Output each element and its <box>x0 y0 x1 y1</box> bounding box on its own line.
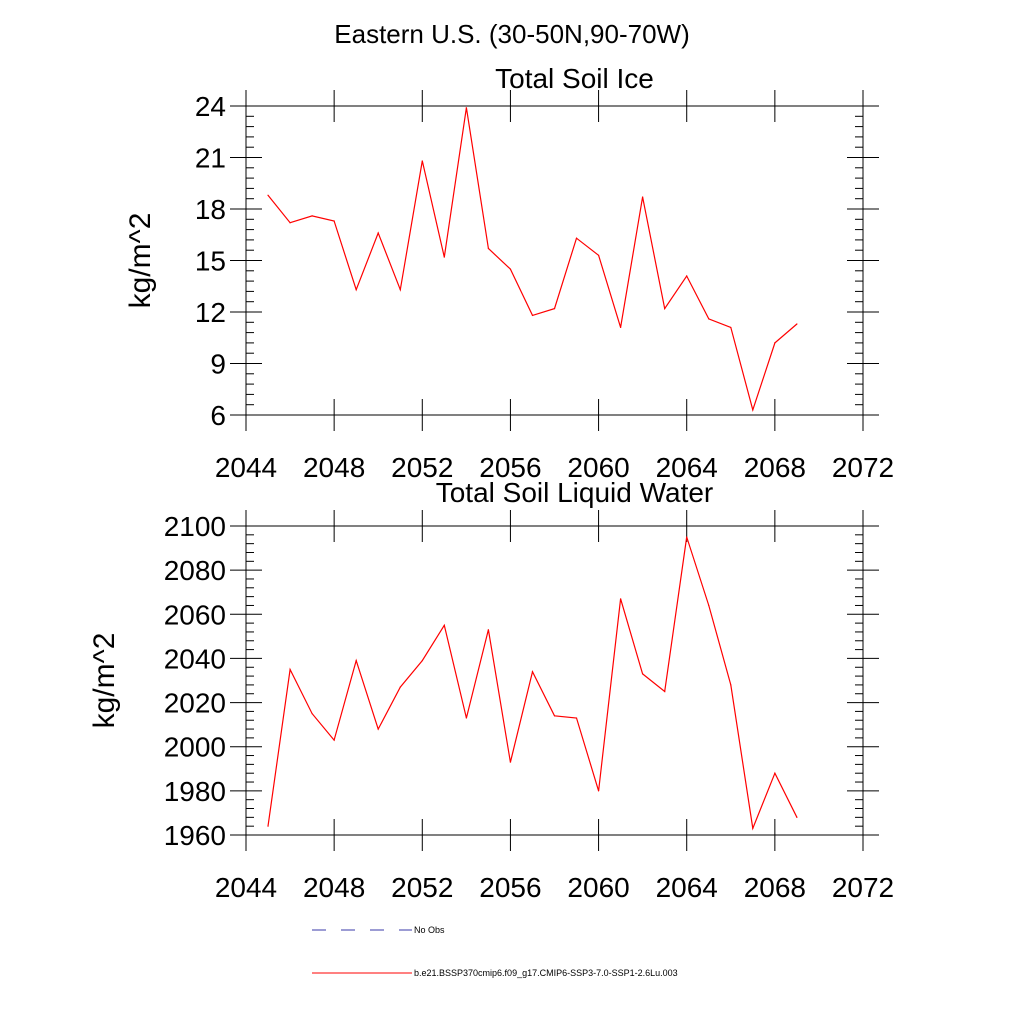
data-point <box>620 598 622 600</box>
x-tick-label: 2060 <box>567 872 629 903</box>
x-tick-label: 2064 <box>656 452 718 483</box>
data-point <box>443 624 445 626</box>
data-point <box>377 728 379 730</box>
legend: No Obs b.e21.BSSP370cmip6.f09_g17.CMIP6-… <box>312 925 678 978</box>
y-axis-label: kg/m^2 <box>88 633 121 729</box>
x-tick-label: 2060 <box>567 452 629 483</box>
data-point <box>642 196 644 198</box>
legend-no-obs-label: No Obs <box>414 925 445 935</box>
data-point <box>752 409 754 411</box>
data-point <box>421 160 423 162</box>
data-point <box>774 772 776 774</box>
x-tick-label: 2072 <box>832 872 894 903</box>
data-point <box>774 342 776 344</box>
data-point <box>531 314 534 317</box>
data-point <box>597 790 600 792</box>
data-point <box>620 326 622 329</box>
plot-frame <box>245 525 864 836</box>
data-point <box>465 107 467 109</box>
y-tick-label: 12 <box>195 297 226 328</box>
data-point <box>531 671 534 673</box>
data-point <box>642 673 644 675</box>
data-point <box>509 761 512 763</box>
data-point <box>487 629 489 631</box>
x-tick-label: 2048 <box>303 872 365 903</box>
x-tick-label: 2064 <box>656 872 718 903</box>
x-tick-label: 2072 <box>832 452 894 483</box>
data-point <box>664 690 666 693</box>
data-point <box>333 739 335 741</box>
x-tick-label: 2068 <box>744 452 806 483</box>
chart-title: Total Soil Ice <box>495 63 654 94</box>
data-point <box>509 268 512 270</box>
y-tick-label: 2000 <box>164 732 226 763</box>
x-tick-label: 2052 <box>391 452 453 483</box>
x-tick-label: 2068 <box>744 872 806 903</box>
y-axis-label: kg/m^2 <box>124 213 157 309</box>
data-point <box>796 323 798 325</box>
data-point <box>730 684 732 686</box>
data-point <box>575 717 578 719</box>
data-point <box>267 825 269 827</box>
y-tick-label: 21 <box>195 143 226 174</box>
y-tick-label: 2100 <box>164 511 226 542</box>
y-tick-label: 6 <box>210 400 226 431</box>
chart-title: Total Soil Liquid Water <box>436 477 714 508</box>
data-point <box>597 254 600 256</box>
soil-ice-panel: Total Soil Ice kg/m^2 6 9 12 15 18 21 24 2044 2048… <box>124 63 894 483</box>
y-tick-label: 2080 <box>164 555 226 586</box>
data-point <box>355 660 357 662</box>
y-tick-label: 1960 <box>164 820 226 851</box>
data-point <box>796 816 798 818</box>
data-point <box>730 326 732 329</box>
x-tick-label: 2056 <box>479 452 541 483</box>
data-point <box>664 307 666 310</box>
plot-frame <box>245 105 864 416</box>
data-point <box>708 604 710 607</box>
data-point <box>289 222 291 224</box>
y-tick-label: 2020 <box>164 688 226 719</box>
data-point <box>267 194 269 196</box>
y-tick-label: 9 <box>210 349 226 380</box>
y-tick-label: 2060 <box>164 599 226 630</box>
data-point <box>377 232 379 234</box>
data-point <box>399 686 401 688</box>
data-point <box>311 215 313 217</box>
series-line <box>267 536 798 831</box>
series-line <box>267 107 798 413</box>
data-point <box>708 318 710 320</box>
data-point <box>487 247 489 250</box>
y-tick-label: 24 <box>195 91 226 122</box>
y-tick-label: 18 <box>195 194 226 225</box>
data-point <box>575 237 578 239</box>
data-point <box>421 660 423 662</box>
figure-title: Eastern U.S. (30-50N,90-70W) <box>334 19 689 49</box>
soil-liquid-water-panel: Total Soil Liquid Water kg/m^2 1960 1980 200… <box>88 477 894 903</box>
y-tick-label: 15 <box>195 246 226 277</box>
x-tick-label: 2044 <box>215 872 277 903</box>
x-tick-label: 2052 <box>391 872 453 903</box>
data-point <box>443 256 445 258</box>
x-tick-label: 2048 <box>303 452 365 483</box>
y-tick-label: 1980 <box>164 776 226 807</box>
data-point <box>399 289 401 291</box>
x-tick-label: 2044 <box>215 452 277 483</box>
data-point <box>553 715 556 717</box>
y-tick-label: 2040 <box>164 643 226 674</box>
data-point <box>333 220 335 222</box>
data-point <box>686 275 688 277</box>
x-tick-label: 2056 <box>479 872 541 903</box>
data-point <box>686 536 688 538</box>
data-point <box>553 307 556 310</box>
data-point <box>465 717 467 719</box>
data-point <box>311 713 313 715</box>
legend-run-label: b.e21.BSSP370cmip6.f09_g17.CMIP6-SSP3-7.… <box>414 968 678 978</box>
data-point <box>289 668 291 671</box>
data-point <box>752 827 754 829</box>
data-point <box>355 289 357 291</box>
